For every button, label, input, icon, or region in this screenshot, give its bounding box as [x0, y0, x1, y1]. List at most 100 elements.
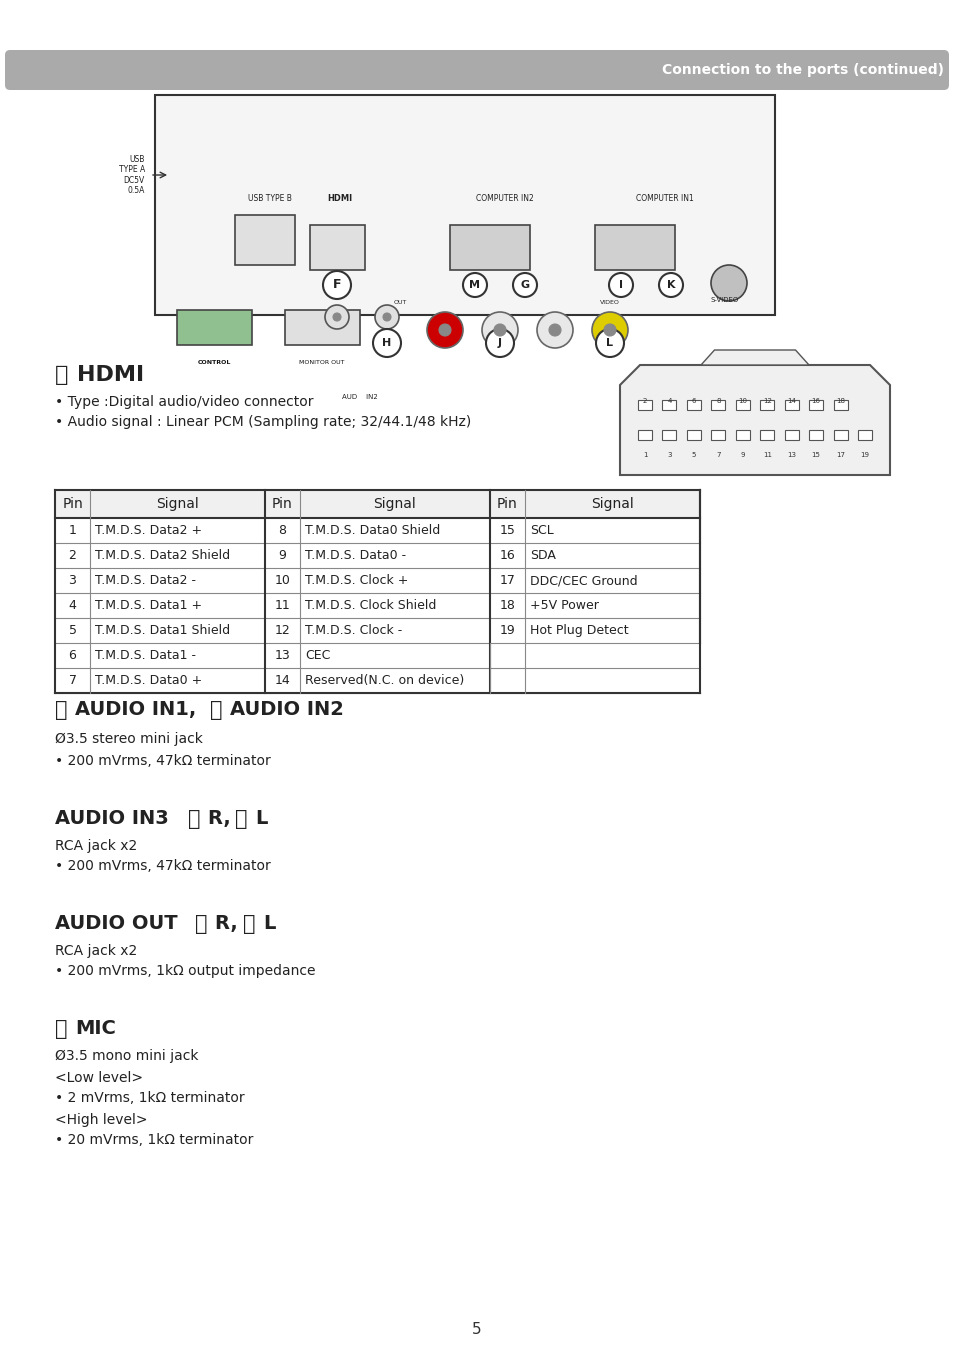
Text: T.M.D.S. Data2 Shield: T.M.D.S. Data2 Shield	[95, 548, 230, 562]
Bar	[735, 399, 749, 410]
Text: MIC: MIC	[75, 1020, 115, 1039]
Text: 17: 17	[499, 574, 515, 588]
Text: CEC: CEC	[305, 649, 330, 662]
Text: 1: 1	[642, 452, 646, 458]
Text: T.M.D.S. Data0 +: T.M.D.S. Data0 +	[95, 674, 202, 686]
Text: • 20 mVrms, 1kΩ terminator: • 20 mVrms, 1kΩ terminator	[55, 1133, 253, 1147]
Text: AUDIO IN1,: AUDIO IN1,	[75, 700, 203, 719]
Circle shape	[427, 311, 462, 348]
Text: 5: 5	[472, 1323, 481, 1338]
Bar	[760, 399, 774, 410]
Text: COMPUTER IN2: COMPUTER IN2	[476, 194, 534, 203]
Text: 16: 16	[811, 398, 820, 403]
Text: 1: 1	[69, 524, 76, 538]
Text: <High level>: <High level>	[55, 1113, 148, 1127]
Circle shape	[373, 329, 400, 357]
Text: ⓕ: ⓕ	[55, 366, 69, 385]
Text: 8: 8	[716, 398, 720, 403]
Circle shape	[382, 313, 391, 321]
Bar	[638, 431, 651, 440]
Bar	[711, 399, 724, 410]
Text: K: K	[666, 280, 675, 290]
Text: HDMI: HDMI	[327, 194, 353, 203]
Bar	[686, 431, 700, 440]
Bar	[857, 431, 871, 440]
Text: T.M.D.S. Clock Shield: T.M.D.S. Clock Shield	[305, 598, 436, 612]
Bar	[285, 310, 359, 345]
Bar	[310, 225, 365, 269]
Text: ⓖ: ⓖ	[55, 700, 68, 720]
Text: 9: 9	[740, 452, 744, 458]
Text: ⓛ: ⓛ	[243, 914, 255, 934]
Text: F: F	[333, 279, 341, 291]
Text: 15: 15	[811, 452, 820, 458]
Bar	[595, 225, 675, 269]
Text: 18: 18	[835, 398, 844, 403]
Text: 13: 13	[786, 452, 796, 458]
Text: 6: 6	[69, 649, 76, 662]
Text: • 200 mVrms, 47kΩ terminator: • 200 mVrms, 47kΩ terminator	[55, 754, 271, 768]
Text: ⓚ: ⓚ	[194, 914, 208, 934]
Text: 5: 5	[69, 624, 76, 636]
Text: 3: 3	[69, 574, 76, 588]
Text: Signal: Signal	[374, 497, 416, 510]
Text: • 2 mVrms, 1kΩ terminator: • 2 mVrms, 1kΩ terminator	[55, 1091, 244, 1105]
Bar	[833, 399, 846, 410]
Text: RCA jack x2: RCA jack x2	[55, 839, 137, 853]
Bar	[686, 399, 700, 410]
Text: T.M.D.S. Data2 -: T.M.D.S. Data2 -	[95, 574, 195, 588]
Circle shape	[485, 329, 514, 357]
Bar	[760, 431, 774, 440]
Text: T.M.D.S. Data0 Shield: T.M.D.S. Data0 Shield	[305, 524, 439, 538]
Text: HDMI: HDMI	[77, 366, 144, 385]
Text: Pin: Pin	[62, 497, 83, 510]
Bar	[833, 431, 846, 440]
Text: RCA jack x2: RCA jack x2	[55, 944, 137, 959]
Text: 18: 18	[499, 598, 515, 612]
Circle shape	[548, 324, 560, 336]
Text: T.M.D.S. Data0 -: T.M.D.S. Data0 -	[305, 548, 406, 562]
Text: 16: 16	[499, 548, 515, 562]
Circle shape	[603, 324, 616, 336]
Text: 10: 10	[738, 398, 746, 403]
Text: 13: 13	[274, 649, 290, 662]
Circle shape	[494, 324, 505, 336]
Text: Pin: Pin	[497, 497, 517, 510]
Circle shape	[323, 271, 351, 299]
Text: Hot Plug Detect: Hot Plug Detect	[530, 624, 628, 636]
Text: AUDIO IN2: AUDIO IN2	[230, 700, 343, 719]
Circle shape	[375, 305, 398, 329]
Text: 7: 7	[69, 674, 76, 686]
Text: J: J	[497, 338, 501, 348]
Text: 19: 19	[499, 624, 515, 636]
Text: T.M.D.S. Clock +: T.M.D.S. Clock +	[305, 574, 408, 588]
Text: SCL: SCL	[530, 524, 553, 538]
Text: 14: 14	[274, 674, 290, 686]
Text: 3: 3	[666, 452, 671, 458]
Circle shape	[592, 311, 627, 348]
Text: Pin: Pin	[272, 497, 293, 510]
Circle shape	[710, 265, 746, 301]
Text: 9: 9	[278, 548, 286, 562]
Text: ⓜ: ⓜ	[55, 1020, 68, 1039]
Text: ⓙ: ⓙ	[234, 808, 247, 829]
Circle shape	[333, 313, 340, 321]
Text: 5: 5	[691, 452, 696, 458]
Text: • 200 mVrms, 1kΩ output impedance: • 200 mVrms, 1kΩ output impedance	[55, 964, 315, 978]
Circle shape	[481, 311, 517, 348]
Text: AUD    IN2: AUD IN2	[342, 394, 377, 399]
Text: 11: 11	[761, 452, 771, 458]
Bar	[234, 215, 294, 265]
Text: USB
TYPE A
DC5V
0.5A: USB TYPE A DC5V 0.5A	[118, 154, 145, 195]
Bar	[55, 490, 700, 519]
Text: MONITOR OUT: MONITOR OUT	[299, 360, 344, 366]
Polygon shape	[700, 349, 808, 366]
Text: CONTROL: CONTROL	[197, 360, 231, 366]
Text: SDA: SDA	[530, 548, 556, 562]
Bar	[450, 225, 530, 269]
Text: 11: 11	[274, 598, 290, 612]
Text: 8: 8	[278, 524, 286, 538]
Text: 17: 17	[835, 452, 844, 458]
Text: VIDEO: VIDEO	[599, 299, 619, 305]
Text: ⓗ: ⓗ	[210, 700, 222, 720]
